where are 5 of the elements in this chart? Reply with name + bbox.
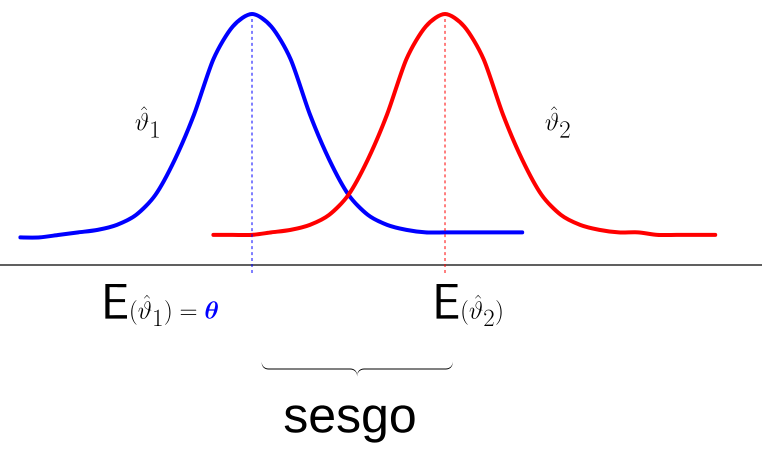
text: sesgo (284, 405, 415, 443)
annotation: $\hat{\vartheta}_2$ (546, 106, 570, 138)
text: $\mathsf{E}(\hat{\vartheta}_2)$ (436, 284, 502, 326)
text: $\mathsf{E}(\hat{\vartheta}_1)=\textcolor{blue}{\boldsymbol{\theta}}$ (105, 284, 218, 326)
annotation: $\hat{\vartheta}_1$ (136, 106, 159, 138)
